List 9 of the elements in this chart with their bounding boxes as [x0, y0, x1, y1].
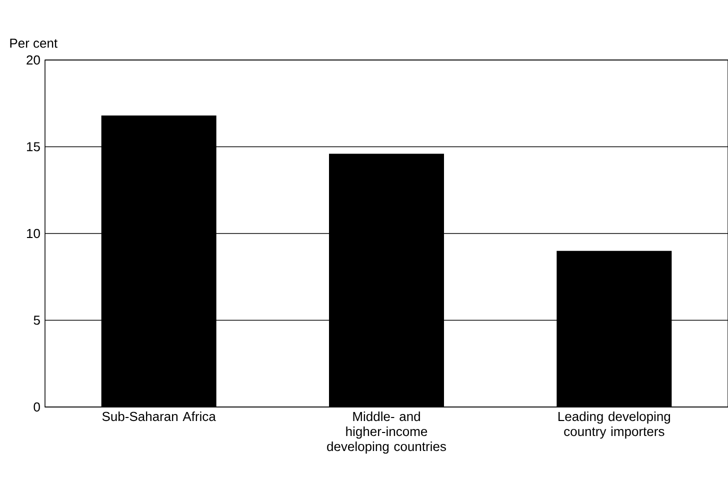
x-tick-label: Sub-Saharan Africa [102, 412, 216, 422]
y-tick-label: 15 [26, 142, 40, 152]
y-tick-label: 10 [26, 228, 40, 238]
y-axis-title: Per cent [10, 38, 58, 48]
x-tick-label: Middle- and higher-income developing countries [327, 412, 446, 454]
x-tick-label: Leading developing country importers [558, 412, 670, 439]
y-tick-label: 0 [34, 402, 40, 412]
y-tick-label: 20 [26, 55, 40, 65]
y-tick-label: 5 [34, 316, 40, 325]
